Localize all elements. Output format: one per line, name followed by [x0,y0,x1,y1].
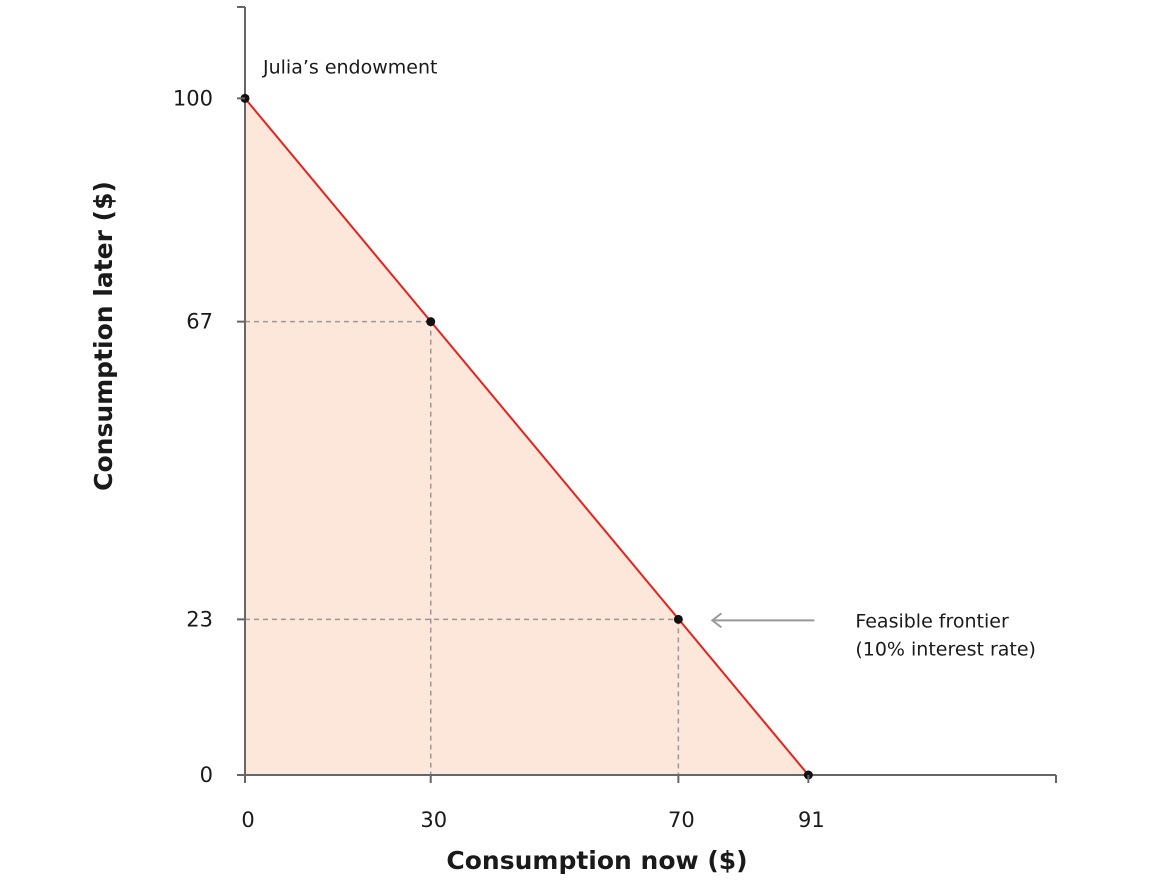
y-tick-label-2: 67 [186,310,213,334]
annotation-arrow-head [710,612,722,629]
annotation-endowment: Julia’s endowment [262,56,437,78]
y-axis-title: Consumption later ($) [89,181,118,491]
x-tick-label-2: 70 [668,808,695,832]
x-axis-title: Consumption now ($) [446,846,747,875]
feasible-frontier-line [244,97,810,776]
data-point-2 [673,614,683,624]
annotation-frontier-line-0: Feasible frontier [855,610,1009,632]
x-tick-label-1: 30 [420,808,447,832]
y-tick-label-3: 100 [173,86,213,110]
y-tick-label-0: 0 [200,763,213,787]
annotation-frontier: Feasible frontier (10% interest rate) [855,610,1036,660]
annotation-frontier-line-1: (10% interest rate) [855,638,1036,660]
data-point-1 [426,317,436,327]
y-tick-label-1: 23 [186,607,213,631]
x-tick-label-0: 0 [241,808,254,832]
x-tick-label-3: 91 [798,808,825,832]
